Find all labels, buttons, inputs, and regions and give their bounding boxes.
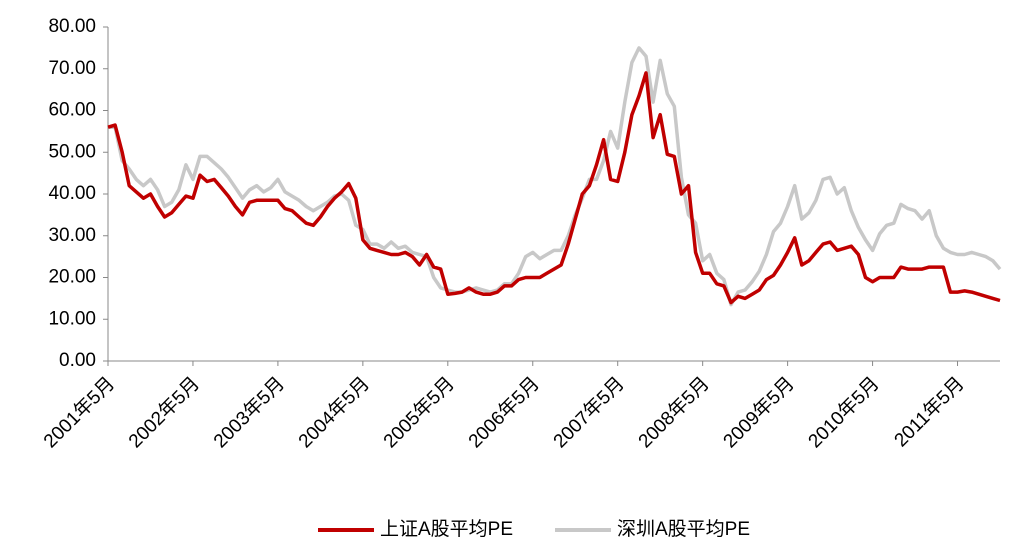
y-tick-label: 50.00 <box>48 141 96 162</box>
x-tick-label: 2001年5月 <box>39 373 119 453</box>
y-tick-label: 40.00 <box>48 183 96 204</box>
y-tick-label: 20.00 <box>48 267 96 288</box>
legend-label: 上证A股平均PE <box>380 518 513 540</box>
x-tick-label: 2006年5月 <box>464 373 544 453</box>
y-tick-label: 10.00 <box>48 308 96 329</box>
x-tick-label: 2005年5月 <box>379 373 459 453</box>
y-tick-label: 70.00 <box>48 58 96 79</box>
line-series <box>107 71 1001 305</box>
legend-label: 深圳A股平均PE <box>617 518 750 540</box>
x-tick-label: 2008年5月 <box>634 373 714 453</box>
x-tick-label: 2010年5月 <box>804 373 884 453</box>
x-tick-label: 2003年5月 <box>209 373 289 453</box>
y-tick-label: 0.00 <box>59 350 96 371</box>
x-tick-label: 2007年5月 <box>549 373 629 453</box>
x-tick-label: 2011年5月 <box>890 373 969 452</box>
x-tick-label: 2002年5月 <box>124 373 204 453</box>
y-tick-label: 60.00 <box>48 100 96 121</box>
x-tick-label: 2004年5月 <box>294 373 374 453</box>
line-series <box>108 46 1002 307</box>
y-tick-label: 30.00 <box>48 225 96 246</box>
x-tick-label: 2009年5月 <box>719 373 799 453</box>
y-tick-label: 80.00 <box>48 16 96 37</box>
